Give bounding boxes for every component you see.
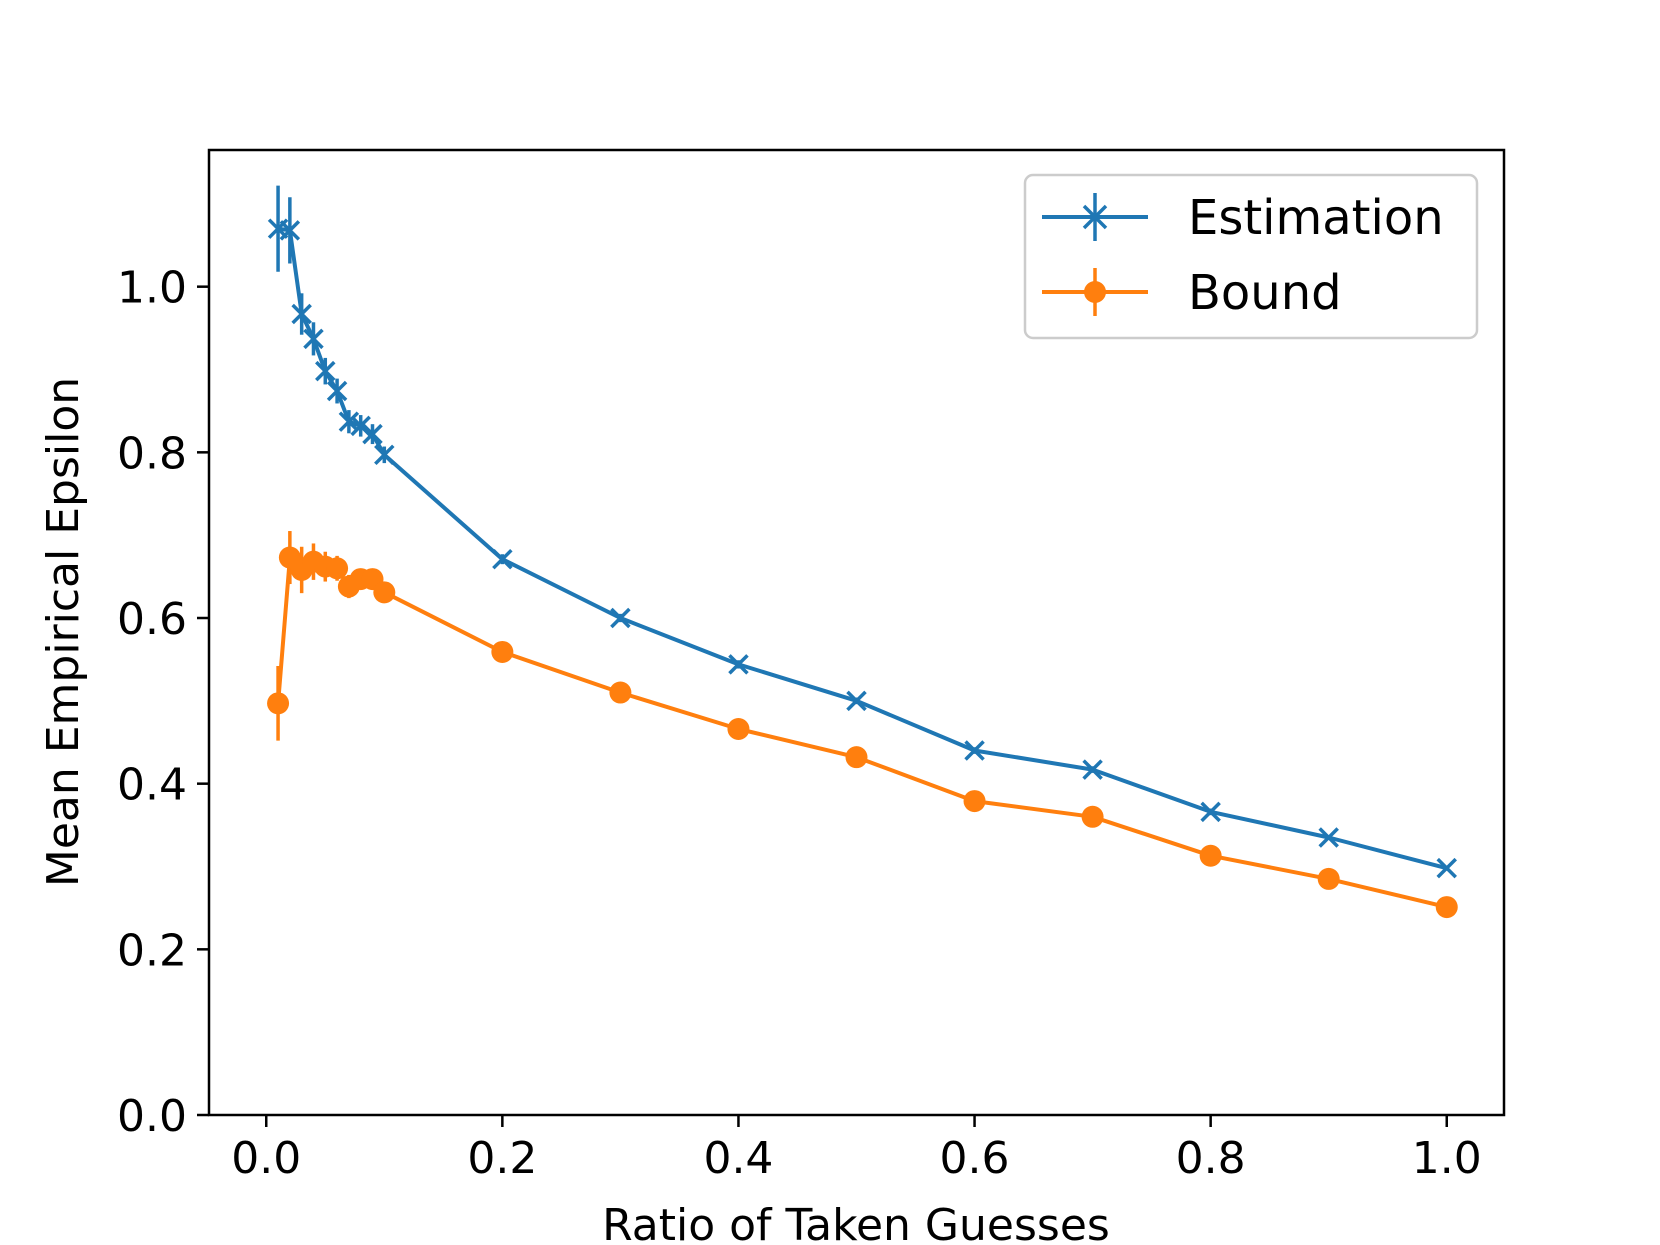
estimation-point [964,740,985,761]
series-estimation [267,185,1457,879]
estimation-point [362,423,383,445]
estimation-point [303,328,324,350]
estimation-point [1318,827,1339,848]
bound-point [1435,896,1458,919]
x-tick-label: 0.2 [467,1133,537,1184]
x-tick-label: 0.4 [703,1133,773,1184]
y-tick-label: 0.4 [117,760,187,811]
axes-layer: 0.0 0.2 0.4 0.6 0.8 1.0 0.0 0.2 0.4 0.6 0.8 1.0 [117,263,1482,1184]
estimation-point [291,303,312,325]
legend-entries: Estimation Bound [1042,190,1444,321]
y-tick-label: 0.2 [117,925,187,976]
estimation-point [315,360,336,382]
y-axis-label: Mean Empirical Epsilon [38,377,89,887]
series-layer [267,185,1458,919]
x-tick-label: 0.8 [1176,1133,1246,1184]
plot-area-frame [207,148,1506,1117]
estimation-point [728,654,749,675]
bound-point [1081,805,1104,828]
estimation-point [279,220,301,241]
estimation-point [350,415,371,437]
estimation-point [1200,801,1221,823]
y-tick-label: 0.6 [117,594,187,645]
estimation-point [610,607,631,629]
series-bound [267,531,1458,919]
estimation-point [374,444,395,466]
x-axis-label: Ratio of Taken Guesses [602,1200,1110,1245]
estimation-point [846,690,867,712]
bound-point [373,581,396,604]
x-tick-label: 0.0 [231,1133,301,1184]
bound-point [727,718,750,740]
legend-bound-marker [1084,281,1106,303]
estimation-point [326,380,348,402]
bound-point [1199,844,1222,867]
y-tick-label: 0.0 [117,1091,187,1142]
x-tick-label: 0.6 [940,1133,1010,1184]
bound-point [1317,867,1340,890]
legend-bound-label: Bound [1188,265,1342,321]
bound-point [326,557,349,580]
bound-point [609,681,632,704]
legend-estimation-label: Estimation [1188,190,1444,246]
bound-point [267,692,290,715]
legend-estimation-marker [1082,204,1108,230]
legend: Estimation Bound [1023,173,1479,340]
estimation-point [1082,759,1103,780]
bound-point [491,640,514,663]
y-tick-label: 1.0 [117,263,187,314]
estimation-point [1436,857,1457,879]
estimation-point [338,411,360,432]
estimation-point [492,548,513,570]
x-tick-label: 1.0 [1412,1133,1482,1184]
y-tick-label: 0.8 [117,428,187,479]
bound-point [845,746,868,769]
bound-point [963,790,986,813]
